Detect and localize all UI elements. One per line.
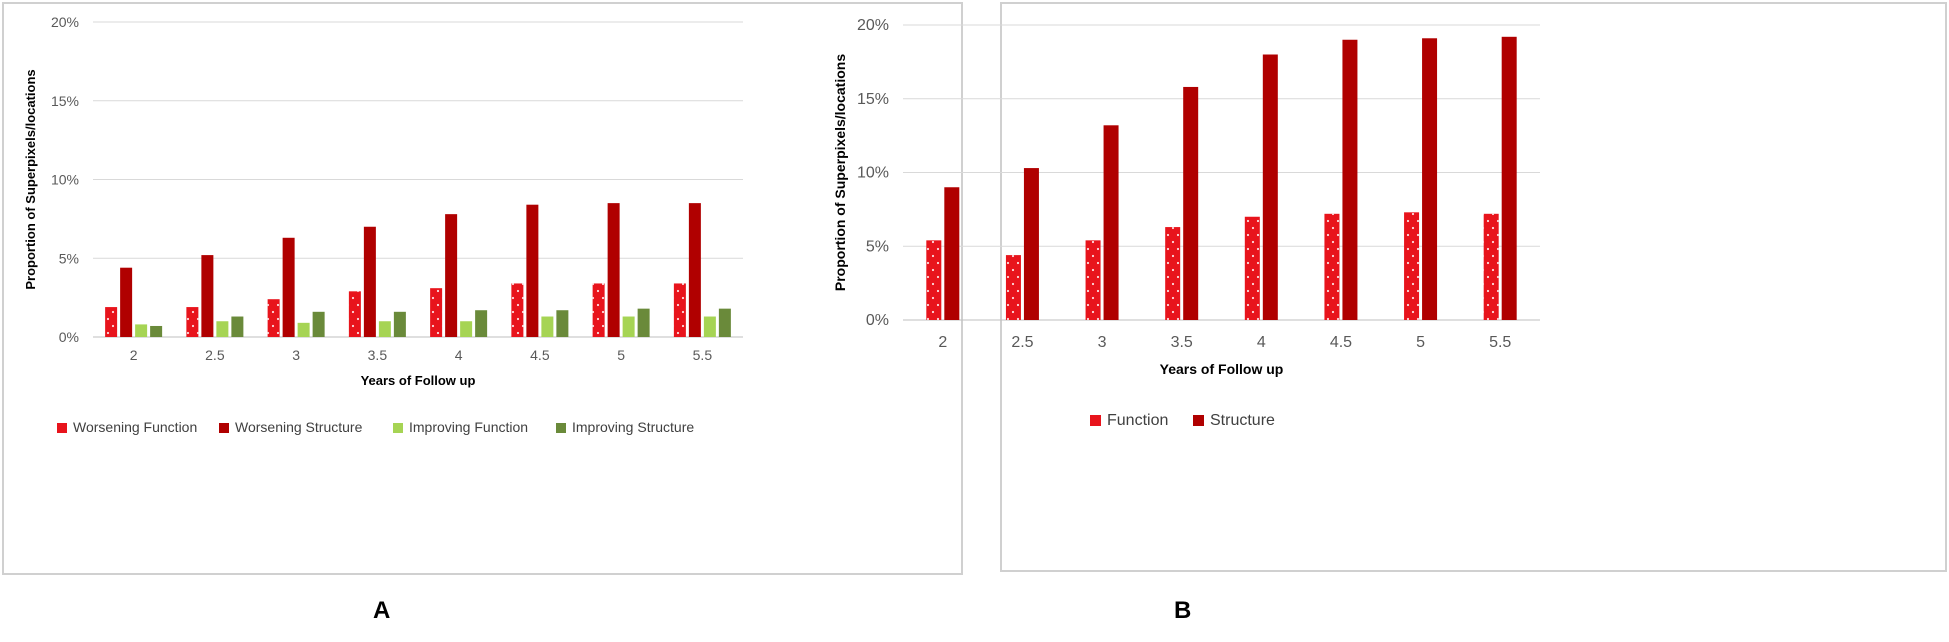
y-tick-label: 0% bbox=[59, 329, 79, 345]
bar-pattern bbox=[430, 288, 443, 337]
x-tick-label: 4 bbox=[1257, 334, 1266, 351]
bar-pattern bbox=[673, 283, 686, 337]
bar-worsening-structure bbox=[445, 214, 458, 337]
y-tick-label: 20% bbox=[857, 17, 889, 34]
bar-improving-structure bbox=[556, 310, 569, 337]
bar-structure bbox=[1501, 36, 1517, 321]
bar-pattern bbox=[1324, 213, 1340, 320]
chart-panel-b bbox=[1000, 2, 1947, 572]
bar-improving-function bbox=[297, 322, 310, 337]
legend-swatch bbox=[1090, 415, 1101, 426]
bar-improving-function bbox=[135, 324, 148, 337]
legend-label: Structure bbox=[1210, 412, 1275, 429]
bar-improving-function bbox=[622, 316, 635, 337]
y-axis-title: Proportion of Superpixels/locations bbox=[832, 54, 848, 291]
legend-swatch bbox=[393, 423, 403, 433]
x-axis-title: Years of Follow up bbox=[361, 373, 476, 388]
x-tick-label: 2 bbox=[938, 334, 947, 351]
bar-pattern bbox=[511, 283, 524, 337]
bar-improving-function bbox=[703, 316, 716, 337]
bar-worsening-structure bbox=[120, 267, 133, 337]
chart-a: 0% 5% 10% 15% 20% 2 2.5 3 3.5 4 4.5 5 5.5 Years of Fo… bbox=[23, 14, 743, 435]
bar-improving-function bbox=[378, 321, 391, 337]
y-tick-label: 10% bbox=[857, 165, 889, 182]
bar-structure bbox=[1342, 39, 1358, 320]
x-tick-label: 3 bbox=[1098, 334, 1107, 351]
bar-structure bbox=[1103, 125, 1119, 320]
bar-improving-function bbox=[541, 316, 554, 337]
x-tick-label: 4.5 bbox=[1330, 334, 1352, 351]
bar-improving-structure bbox=[312, 311, 325, 337]
bar-worsening-structure bbox=[688, 203, 701, 337]
legend-label: Worsening Function bbox=[73, 419, 197, 435]
chart-b: 0% 5% 10% 15% 20% 2 2.5 3 3.5 4 4.5 5 5.5 Years of Fo… bbox=[832, 17, 1540, 429]
legend-swatch bbox=[219, 423, 229, 433]
legend-label: Function bbox=[1107, 412, 1168, 429]
bar-pattern bbox=[1483, 213, 1499, 320]
bar-pattern bbox=[348, 291, 361, 337]
bar-structure bbox=[1422, 38, 1438, 321]
bar-worsening-structure bbox=[363, 226, 376, 337]
legend-swatch bbox=[556, 423, 566, 433]
x-tick-label: 5 bbox=[617, 347, 625, 363]
x-tick-label: 3.5 bbox=[1171, 334, 1193, 351]
bar-worsening-structure bbox=[201, 255, 214, 337]
bar-improving-structure bbox=[393, 311, 406, 337]
bar-worsening-structure bbox=[282, 237, 295, 337]
bar-pattern bbox=[926, 240, 942, 320]
legend-swatch bbox=[1193, 415, 1204, 426]
bar-improving-structure bbox=[231, 316, 244, 337]
bar-structure bbox=[1023, 168, 1039, 320]
bar-worsening-structure bbox=[607, 203, 620, 337]
legend-label: Worsening Structure bbox=[235, 419, 363, 435]
bar-pattern bbox=[1005, 255, 1021, 320]
x-tick-label: 4.5 bbox=[530, 347, 550, 363]
x-tick-label: 5.5 bbox=[693, 347, 713, 363]
bar-improving-structure bbox=[150, 325, 163, 337]
bar-worsening-structure bbox=[526, 204, 539, 337]
panel-label-a: A bbox=[373, 597, 391, 624]
y-tick-label: 15% bbox=[857, 91, 889, 108]
x-tick-label: 2.5 bbox=[205, 347, 225, 363]
bar-pattern bbox=[105, 307, 118, 337]
bar-improving-structure bbox=[718, 308, 731, 337]
y-tick-label: 15% bbox=[51, 93, 79, 109]
legend-label: Improving Function bbox=[409, 419, 528, 435]
bar-structure bbox=[1183, 86, 1199, 320]
x-tick-label: 3 bbox=[292, 347, 300, 363]
x-tick-label: 3.5 bbox=[368, 347, 388, 363]
bar-pattern bbox=[1404, 212, 1420, 320]
legend-label: Improving Structure bbox=[572, 419, 694, 435]
bar-structure bbox=[944, 187, 960, 320]
x-tick-label: 5.5 bbox=[1489, 334, 1511, 351]
y-tick-label: 10% bbox=[51, 172, 79, 188]
bar-pattern bbox=[1244, 216, 1260, 320]
bar-improving-function bbox=[216, 321, 229, 337]
y-tick-label: 20% bbox=[51, 14, 79, 30]
bar-pattern bbox=[1165, 227, 1181, 320]
y-tick-label: 0% bbox=[866, 312, 889, 329]
y-tick-label: 5% bbox=[59, 250, 79, 266]
bar-pattern bbox=[1085, 240, 1101, 320]
bar-improving-structure bbox=[637, 308, 650, 337]
bar-improving-structure bbox=[475, 310, 488, 337]
bar-pattern bbox=[592, 283, 605, 337]
x-tick-label: 2.5 bbox=[1011, 334, 1033, 351]
bar-pattern bbox=[267, 299, 280, 337]
x-tick-label: 5 bbox=[1416, 334, 1425, 351]
bar-improving-function bbox=[460, 321, 473, 337]
panel-label-b: B bbox=[1174, 597, 1192, 624]
y-tick-label: 5% bbox=[866, 238, 889, 255]
bar-structure bbox=[1262, 54, 1278, 320]
chart-panel-a bbox=[2, 2, 963, 575]
bar-pattern bbox=[186, 307, 199, 337]
x-axis-title: Years of Follow up bbox=[1160, 361, 1284, 377]
x-tick-label: 4 bbox=[455, 347, 463, 363]
y-axis-title: Proportion of Superpixels/locations bbox=[23, 69, 38, 289]
x-tick-label: 2 bbox=[130, 347, 138, 363]
legend-swatch bbox=[57, 423, 67, 433]
